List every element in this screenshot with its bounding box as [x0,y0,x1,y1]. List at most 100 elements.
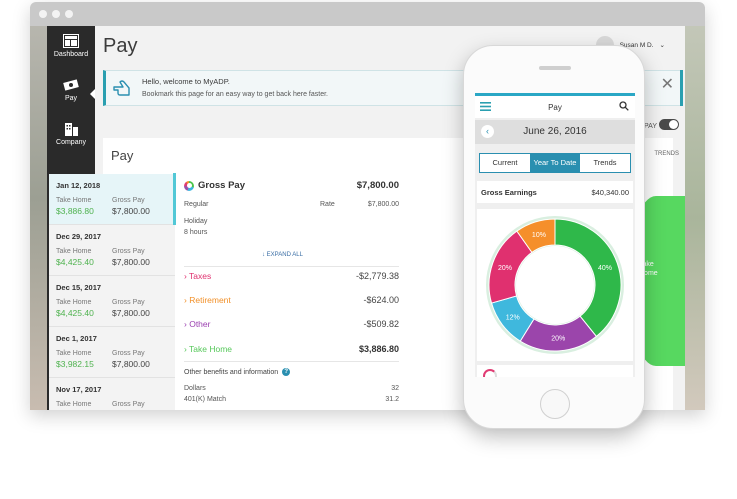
expand-all-link[interactable]: ↓ EXPAND ALL [262,252,303,258]
regular-label: Regular [184,201,209,208]
take-home-value: $3,982.15 [56,359,94,369]
taxes-label: Taxes [189,271,212,281]
home-button[interactable] [540,389,570,419]
take-home-label: Take Home [56,299,92,306]
benefit-value: 32 [391,385,399,392]
take-home-value: $4,425.40 [56,257,94,267]
take-home-label: Take Home [56,197,92,204]
donut-slice[interactable] [554,218,622,338]
divider [184,266,399,267]
other-toggle[interactable]: › Other [184,319,211,329]
donut-slice-label: 12% [506,314,520,321]
rate-amount: $7,800.00 [367,201,399,208]
expand-all-label: EXPAND ALL [266,252,303,258]
gross-pay-amount: $7,800.00 [356,180,399,191]
hours-label: 8 hours [184,229,208,236]
pay-toggle[interactable] [659,119,679,130]
other-benefits-label: Other benefits and information [184,368,279,376]
donut-slice[interactable] [516,218,556,254]
window-dot[interactable] [65,10,73,18]
phone-tabs: Current Year To Date Trends [479,153,631,173]
take-home-label: Take Home [56,350,92,357]
tab-trends[interactable]: Trends [580,154,630,172]
holiday-label: Holiday [184,218,208,225]
gross-earnings-row: Gross Earnings $40,340.00 [477,181,633,203]
gross-pay-label: Gross Pay [112,299,145,306]
other-benefits-heading: Other benefits and information ? [184,368,291,376]
browser-chrome [30,2,705,26]
retirement-amount: -$624.00 [363,295,399,305]
tab-current[interactable]: Current [480,154,530,172]
background-blur-right [685,26,705,410]
phone-header: Pay [475,96,635,118]
company-icon [65,123,78,136]
page-title: Pay [103,35,138,57]
pay-statement-item[interactable]: Jan 12, 2018 Take Home Gross Pay $3,886.8… [49,174,175,225]
close-icon[interactable]: ✕ [660,76,674,93]
search-icon[interactable] [619,101,629,111]
user-name: Susan M D. [619,41,654,49]
other-label: Other [189,319,211,329]
tab-year-to-date[interactable]: Year To Date [530,154,580,172]
take-home-value: $4,425.40 [56,308,94,318]
gross-pay-header: Gross Pay [184,180,245,191]
gross-pay-label: Gross Pay [112,401,145,408]
trends-label[interactable]: TRENDS [654,151,679,157]
donut-slice-label: 40% [598,265,612,272]
taxes-amount: -$2,779.38 [355,271,399,281]
nav-pay[interactable]: Pay [47,70,96,114]
phone-screen: Pay ‹ June 26, 2016 Current Year To Date… [475,93,635,377]
benefit-label: 401(K) Match [184,396,227,403]
pay-statement-item[interactable]: Nov 17, 2017 Take Home Gross Pay [49,378,175,410]
retirement-label: Retirement [189,295,231,305]
nav-company-label: Company [56,139,86,146]
hamburger-menu-icon[interactable] [480,102,491,111]
donut-icon [184,180,194,191]
pay-date: Dec 29, 2017 [56,232,102,241]
pay-statement-item[interactable]: Dec 15, 2017 Take Home Gross Pay $4,425.4… [49,276,175,327]
phone-date: June 26, 2016 [523,126,587,137]
background-blur-left [30,26,47,410]
pay-statement-item[interactable]: Dec 1, 2017 Take Home Gross Pay $3,982.15… [49,327,175,378]
arrow-down-icon: ↓ [262,252,267,258]
phone-title: Pay [548,103,562,112]
nav-pay-label: Pay [64,95,78,102]
pay-date: Jan 12, 2018 [56,181,101,190]
take-home-toggle[interactable]: › Take Home [184,344,233,354]
window-dot[interactable] [39,10,47,18]
taxes-toggle[interactable]: › Taxes [184,271,212,281]
other-amount: -$509.82 [363,319,399,329]
donut-slice-label: 20% [498,265,512,272]
donut-icon [483,369,497,377]
gross-pay-value: $7,800.00 [112,308,150,318]
divider [184,361,399,362]
dashboard-icon [63,34,79,48]
chevron-down-icon: ⌄ [659,42,665,49]
gross-pay-label: Gross Pay [112,350,145,357]
pay-toggle-label: PAY [644,123,657,130]
phone-date-bar: ‹ June 26, 2016 [475,120,635,144]
selected-item-indicator [173,173,176,225]
pay-date: Dec 1, 2017 [56,334,97,343]
donut-hole [516,246,594,324]
info-icon[interactable]: ? [282,368,291,376]
gross-earnings-label: Gross Earnings [481,188,537,197]
phone-mockup: Pay ‹ June 26, 2016 Current Year To Date… [463,45,645,429]
nav-dashboard[interactable]: Dashboard [47,26,95,70]
take-home-amount: $3,886.80 [358,344,399,354]
gross-pay-label: Gross Pay [112,248,145,255]
gross-earnings-value: $40,340.00 [591,188,629,197]
take-home-label: Take Home [189,344,233,354]
pay-statement-list: Jan 12, 2018 Take Home Gross Pay $3,886.8… [49,174,175,410]
nav-company[interactable]: Company [47,114,95,158]
window-dot[interactable] [52,10,60,18]
benefit-label: Dollars [184,385,206,392]
gross-pay-value: $7,800.00 [112,359,150,369]
pay-statement-item[interactable]: Dec 29, 2017 Take Home Gross Pay $4,425.4… [49,225,175,276]
banner-text: Bookmark this page for an easy way to ge… [142,91,328,98]
back-arrow-icon[interactable]: ‹ [481,125,494,138]
earnings-donut-card: 40% 20% 12% 20% 10% [477,209,633,361]
retirement-toggle[interactable]: › Retirement [184,295,231,305]
pointing-hand-icon [113,80,130,96]
